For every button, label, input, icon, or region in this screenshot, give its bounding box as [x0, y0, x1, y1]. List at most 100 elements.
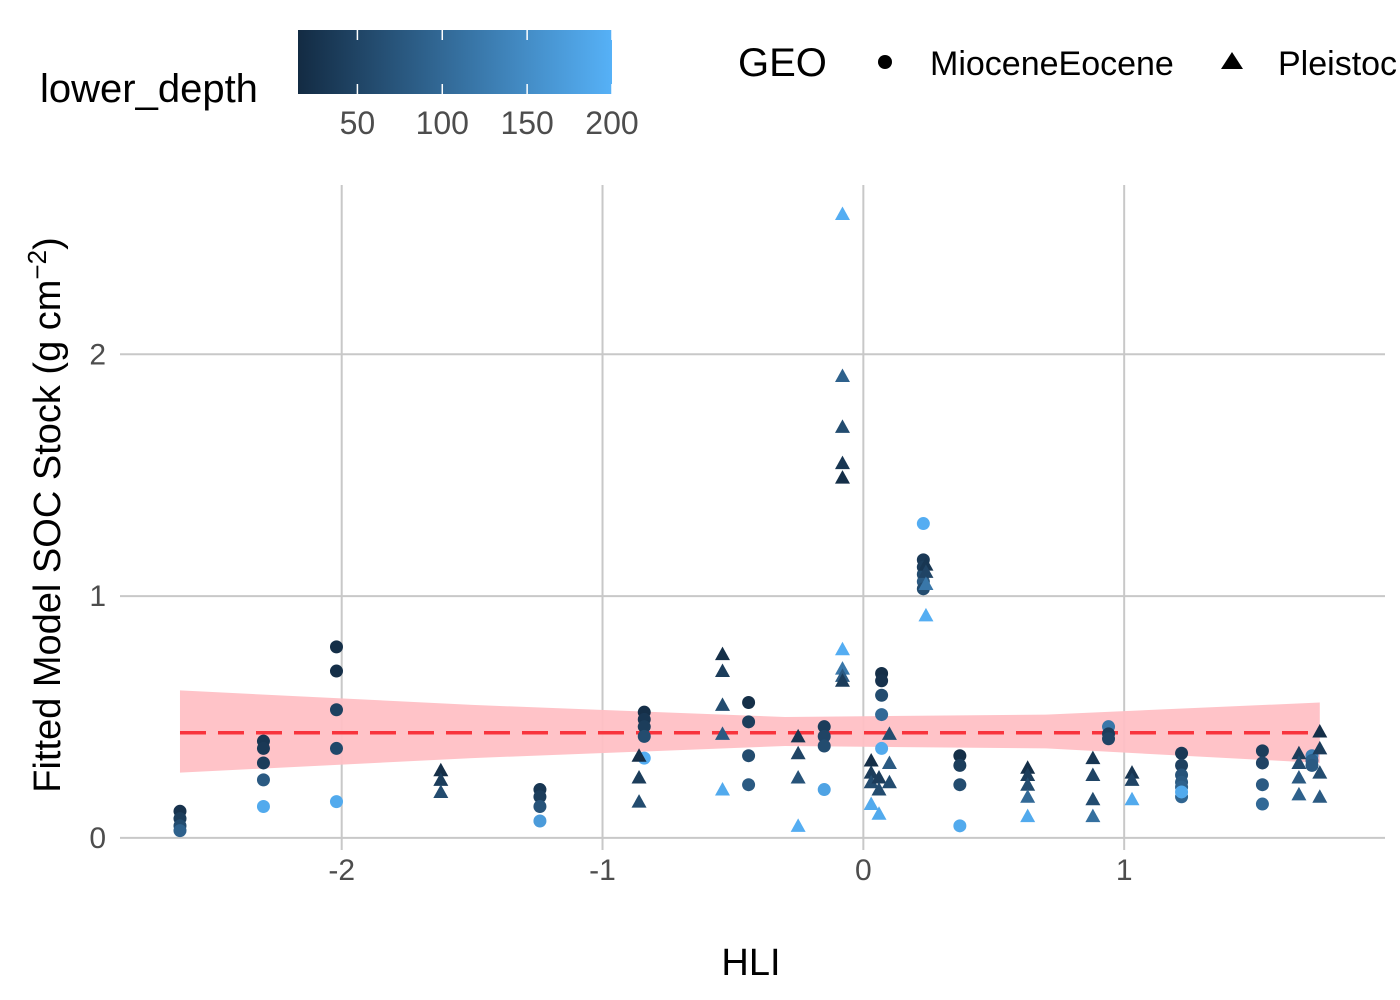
point-triangle [1020, 760, 1036, 774]
point-triangle [918, 576, 934, 590]
data-points [173, 206, 1328, 838]
point-triangle [871, 782, 887, 796]
y-axis-title-sup: −2 [22, 250, 52, 280]
point-triangle [863, 774, 879, 789]
point-triangle [715, 663, 731, 678]
point-triangle [1020, 767, 1036, 782]
point-circle [1175, 785, 1189, 799]
point-triangle [631, 769, 647, 784]
point-triangle [1085, 791, 1101, 806]
point-triangle [631, 794, 647, 808]
point-circle [817, 720, 831, 734]
colorbar-tick-label: 150 [500, 105, 553, 141]
point-circle [329, 741, 343, 755]
y-axis-title-main: Fitted Model SOC Stock (g cm [27, 280, 69, 793]
point-triangle [834, 661, 850, 675]
colorbar-gradient [298, 30, 612, 94]
point-triangle [834, 419, 850, 433]
y-tick-label: 2 [89, 338, 106, 371]
point-triangle [834, 673, 850, 687]
point-triangle [715, 726, 731, 740]
point-circle [875, 708, 889, 722]
point-triangle [834, 641, 850, 656]
point-triangle [790, 769, 806, 784]
point-circle [329, 703, 343, 717]
point-circle [637, 720, 651, 734]
legend-label-triangle: Pleistoc [1278, 45, 1397, 83]
colorbar-tick-label: 100 [416, 105, 469, 141]
point-triangle [834, 470, 850, 484]
point-circle [329, 795, 343, 809]
legend-circle-key [878, 55, 892, 69]
x-axis-title: HLI [721, 942, 780, 984]
point-circle [256, 773, 270, 787]
legend-triangle-key [1221, 52, 1243, 69]
shape-legend: GEO MioceneEocene Pleistoc [738, 41, 1397, 85]
point-circle [256, 799, 270, 813]
point-circle [329, 664, 343, 678]
point-triangle [1124, 772, 1140, 786]
point-circle [742, 695, 756, 709]
point-triangle [1124, 791, 1140, 806]
point-circle [1255, 756, 1269, 770]
point-triangle [1085, 808, 1101, 823]
point-circle [1255, 797, 1269, 811]
point-circle [875, 741, 889, 755]
point-circle [742, 778, 756, 792]
point-triangle [1020, 777, 1036, 791]
point-circle [742, 749, 756, 763]
point-circle [256, 756, 270, 770]
y-tick-label: 1 [89, 580, 106, 613]
point-circle [817, 729, 831, 743]
colorbar-ticks: 50 100 150 200 [340, 30, 639, 141]
point-triangle [1291, 769, 1307, 784]
colorbar-legend: lower_depth 50 100 150 200 [40, 30, 639, 141]
point-triangle [715, 697, 731, 711]
point-triangle [881, 755, 897, 769]
point-triangle [1312, 789, 1328, 803]
point-circle [953, 778, 967, 792]
point-triangle [1085, 767, 1101, 782]
legend-label-circle: MioceneEocene [930, 45, 1174, 83]
colorbar-tick-label: 50 [340, 105, 376, 141]
x-axis-ticks: -2 -1 0 1 [328, 854, 1132, 887]
point-circle [533, 814, 547, 828]
point-triangle [863, 753, 879, 767]
x-tick-label: -2 [328, 854, 355, 887]
point-circle [875, 674, 889, 688]
point-triangle [881, 726, 897, 740]
point-triangle [871, 769, 887, 784]
point-circle [256, 741, 270, 755]
y-axis-title-close: ) [27, 237, 69, 250]
point-triangle [863, 796, 879, 811]
point-triangle [1085, 750, 1101, 765]
point-triangle [1020, 789, 1036, 803]
point-triangle [1312, 740, 1328, 755]
point-triangle [715, 646, 731, 661]
y-axis-title: Fitted Model SOC Stock (g cm−2) [22, 237, 69, 792]
point-triangle [433, 784, 449, 798]
point-circle [742, 715, 756, 729]
point-triangle [918, 564, 934, 578]
point-circle [329, 640, 343, 654]
point-triangle [1124, 765, 1140, 779]
point-triangle [1291, 755, 1307, 769]
point-triangle [631, 748, 647, 762]
confidence-band [179, 690, 1320, 773]
x-tick-label: 1 [1116, 854, 1133, 887]
point-triangle [1291, 786, 1307, 801]
point-triangle [433, 772, 449, 786]
point-triangle [863, 765, 879, 779]
point-triangle [790, 745, 806, 760]
point-circle [173, 824, 187, 838]
point-triangle [834, 206, 850, 221]
colorbar-title: lower_depth [40, 67, 258, 111]
point-triangle [834, 368, 850, 383]
y-tick-label: 0 [89, 822, 106, 855]
point-triangle [918, 557, 934, 571]
point-circle [916, 517, 930, 531]
y-axis-ticks: 0 1 2 [89, 338, 106, 855]
point-circle [533, 790, 547, 804]
point-triangle [871, 806, 887, 820]
point-triangle [1020, 808, 1036, 823]
